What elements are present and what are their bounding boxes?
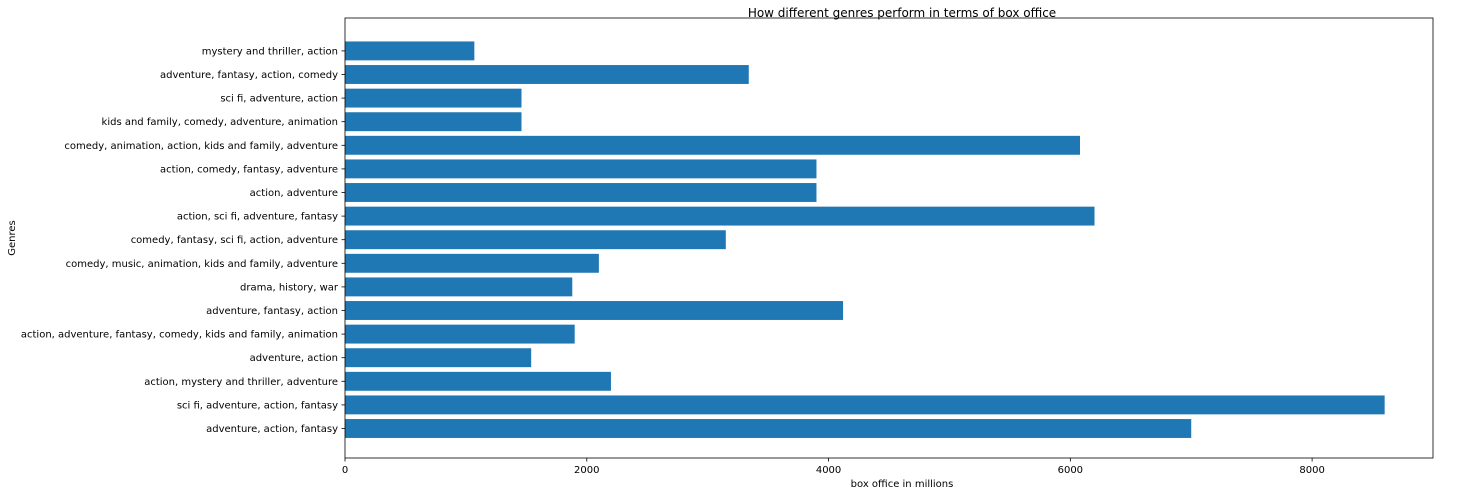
bar: [345, 277, 573, 297]
bar: [345, 371, 611, 391]
bar: [345, 112, 522, 132]
bar: [345, 41, 475, 61]
y-tick-label: action, adventure, fantasy, comedy, kids…: [21, 330, 338, 341]
bar: [345, 253, 599, 273]
bar: [345, 183, 817, 202]
y-tick-label: sci fi, adventure, action: [220, 94, 338, 105]
bar: [345, 88, 522, 108]
y-tick-label: comedy, music, animation, kids and famil…: [66, 259, 338, 270]
bar: [345, 206, 1095, 226]
y-tick-label: adventure, fantasy, action: [206, 306, 338, 317]
y-tick-label: adventure, fantasy, action, comedy: [160, 70, 338, 81]
y-axis-label: Genres: [7, 220, 18, 256]
y-tick-label: sci fi, adventure, action, fantasy: [177, 400, 338, 411]
bar: [345, 419, 1192, 438]
y-tick-label: kids and family, comedy, adventure, anim…: [102, 117, 338, 128]
y-tick-label: action, mystery and thriller, adventure: [144, 377, 338, 388]
y-tick-label: adventure, action, fantasy: [206, 424, 338, 435]
bar: [345, 301, 844, 320]
bar: [345, 65, 749, 84]
x-tick-label: 0: [342, 465, 348, 476]
x-axis: 0 2000 4000 6000 8000: [342, 458, 1325, 476]
y-tick-label: action, adventure: [250, 188, 338, 199]
x-tick-label: 4000: [816, 465, 841, 476]
bar: [345, 395, 1385, 415]
bar: [345, 324, 575, 344]
y-tick-label: action, comedy, fantasy, adventure: [160, 164, 338, 175]
y-tick-label: action, sci fi, adventure, fantasy: [177, 212, 338, 223]
y-tick-label: adventure, action: [250, 353, 338, 364]
chart-title: How different genres perform in terms of…: [748, 6, 1056, 20]
y-axis: adventure, action, fantasy sci fi, advent…: [21, 46, 345, 435]
x-tick-label: 8000: [1299, 465, 1324, 476]
y-tick-label: mystery and thriller, action: [202, 46, 338, 57]
y-tick-label: comedy, animation, action, kids and fami…: [64, 141, 338, 152]
y-tick-label: drama, history, war: [240, 282, 339, 293]
bar: [345, 230, 726, 250]
bars: [345, 41, 1385, 438]
x-axis-label: box office in millions: [851, 479, 954, 490]
bar: [345, 348, 532, 368]
y-tick-label: comedy, fantasy, sci fi, action, adventu…: [131, 235, 338, 246]
plot-frame: [344, 17, 1434, 459]
bar: [345, 135, 1081, 155]
x-tick-label: 2000: [574, 465, 599, 476]
x-tick-label: 6000: [1058, 465, 1083, 476]
bar: [345, 159, 817, 179]
